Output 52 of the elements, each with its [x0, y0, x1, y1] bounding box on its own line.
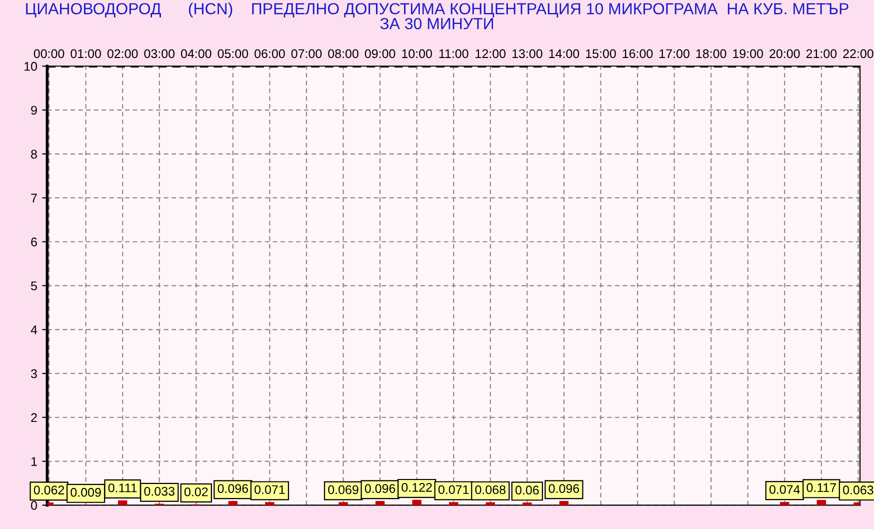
data-label: 0.063 [843, 486, 874, 494]
data-label: 0.117 [806, 483, 836, 492]
y-tick-label: 5 [31, 282, 37, 290]
x-tick-label: 11:00 [439, 49, 468, 58]
y-tick-label: 7 [31, 194, 37, 202]
data-label: 0.069 [328, 485, 358, 494]
data-label: 0.068 [475, 485, 506, 494]
x-tick-label: 03:00 [144, 49, 175, 58]
x-tick-label: 17:00 [660, 49, 690, 58]
y-tick-label: 8 [31, 150, 37, 159]
x-tick-label: 05:00 [218, 49, 248, 58]
y-tick-label: 6 [31, 238, 37, 246]
x-tick-label: 22:00 [843, 49, 874, 58]
x-tick-label: 09:00 [364, 49, 396, 58]
x-tick-label: 20:00 [770, 49, 800, 58]
data-label: 0.096 [218, 484, 248, 493]
x-tick-label: 21:00 [806, 49, 837, 58]
x-tick-label: 00:00 [34, 49, 64, 58]
chart-title: ЦИАНОВОДОРОД (HCN) ПРЕДЕЛНО ДОПУСТИМА КОНЦЕНТРАЦИЯ 10 МИКРОГРАМА НА КУБ. МЕТЪР ЗА 30 МИНУТИ [26, 2, 848, 30]
data-label: 0.062 [34, 486, 64, 494]
y-tick-label: 2 [31, 413, 37, 422]
x-tick-label: 18:00 [696, 49, 726, 58]
y-tick-label: 4 [30, 325, 38, 334]
x-tick-label: 14:00 [549, 49, 580, 58]
y-tick-label: 10 [24, 62, 37, 71]
data-label: 0.074 [769, 485, 800, 494]
x-tick-label: 16:00 [622, 49, 653, 58]
x-tick-label: 02:00 [107, 49, 138, 58]
data-label: 0.071 [438, 485, 469, 494]
data-label: 0.009 [70, 488, 101, 497]
x-tick-label: 06:00 [254, 49, 285, 58]
x-tick-label: 13:00 [512, 49, 542, 58]
data-label: 0.06 [515, 486, 539, 495]
y-tick-label: 3 [31, 369, 37, 378]
x-tick-label: 19:00 [733, 49, 763, 58]
x-tick-label: 04:00 [181, 49, 212, 58]
x-tick-label: 01:00 [70, 49, 101, 58]
x-tick-label: 12:00 [476, 49, 506, 58]
data-label: 0.02 [184, 487, 208, 496]
data-label: 0.111 [108, 483, 137, 492]
data-label: 0.122 [402, 482, 432, 492]
y-tick-label: 1 [31, 457, 37, 466]
data-label: 0.033 [144, 486, 174, 496]
data-label: 0.096 [364, 484, 396, 493]
x-tick-label: 10:00 [402, 49, 432, 58]
x-tick-label: 07:00 [291, 49, 322, 58]
data-label: 0.071 [254, 485, 285, 494]
y-tick-label: 0 [31, 500, 37, 510]
y-tick-label: 9 [31, 106, 37, 115]
data-label: 0.096 [548, 484, 580, 493]
x-tick-label: 15:00 [586, 49, 616, 58]
x-tick-label: 08:00 [328, 49, 358, 58]
